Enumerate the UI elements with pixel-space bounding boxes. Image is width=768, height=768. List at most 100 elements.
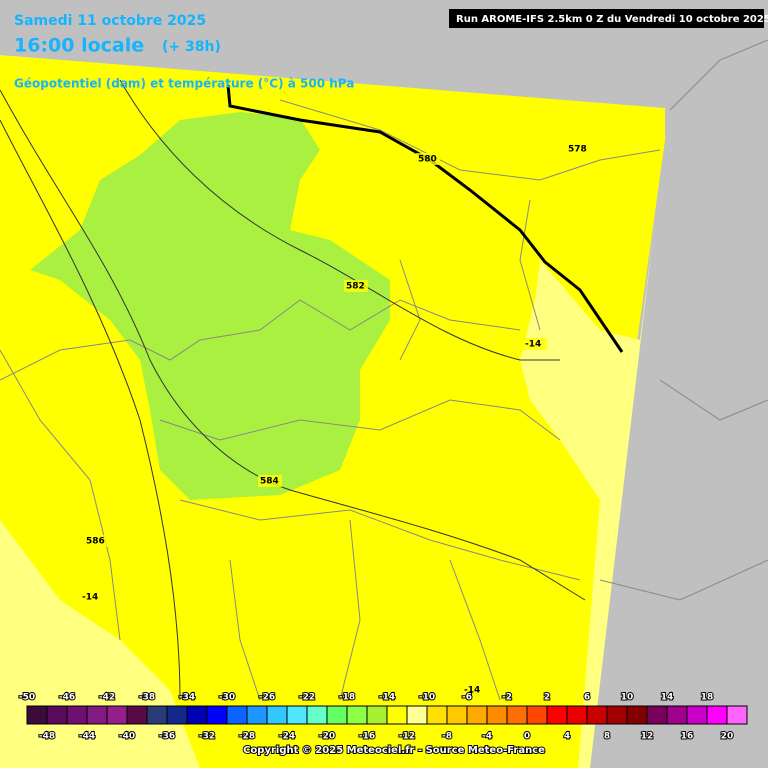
legend-swatch bbox=[26, 705, 48, 725]
label-bg bbox=[462, 684, 486, 696]
legend-label: -2 bbox=[502, 693, 512, 703]
label-bg bbox=[566, 143, 590, 155]
legend-label: 6 bbox=[584, 693, 590, 703]
legend-swatch bbox=[626, 705, 648, 725]
legend-swatch bbox=[386, 705, 408, 725]
legend-label: -8 bbox=[442, 732, 452, 742]
legend-swatch bbox=[106, 705, 128, 725]
legend-label: -34 bbox=[179, 693, 195, 703]
legend-label: 12 bbox=[641, 732, 654, 742]
cold-region bbox=[30, 112, 390, 500]
legend-swatch bbox=[86, 705, 108, 725]
legend-label: -4 bbox=[482, 732, 492, 742]
legend-label: -30 bbox=[219, 693, 235, 703]
contour-label: -14 bbox=[82, 593, 98, 603]
run-box bbox=[449, 9, 764, 28]
legend-label: -50 bbox=[19, 693, 35, 703]
legend-swatch bbox=[506, 705, 528, 725]
label-bg bbox=[523, 338, 547, 350]
legend-swatch bbox=[546, 705, 568, 725]
legend-swatch bbox=[306, 705, 328, 725]
label-bg bbox=[258, 475, 282, 487]
legend-swatch bbox=[66, 705, 88, 725]
legend-label: -28 bbox=[239, 732, 255, 742]
date: Samedi 11 octobre 2025 bbox=[14, 13, 206, 29]
legend-label: -6 bbox=[462, 693, 472, 703]
contours bbox=[0, 79, 586, 701]
legend-label: 10 bbox=[621, 693, 634, 703]
contour-label: 584 bbox=[260, 477, 279, 487]
legend-label: -18 bbox=[339, 693, 355, 703]
legend-label: -32 bbox=[199, 732, 215, 742]
legend-swatch bbox=[566, 705, 588, 725]
legend-swatch bbox=[406, 705, 428, 725]
legend-swatch bbox=[226, 705, 248, 725]
legend-swatch bbox=[606, 705, 628, 725]
legend-swatch bbox=[266, 705, 288, 725]
legend-label: 4 bbox=[564, 732, 570, 742]
contour-label: 578 bbox=[568, 145, 587, 155]
legend-label: -24 bbox=[279, 732, 295, 742]
legend-swatch bbox=[646, 705, 668, 725]
contour-580 bbox=[226, 84, 624, 353]
legend-label: 0 bbox=[524, 732, 530, 742]
legend-swatch bbox=[46, 705, 68, 725]
legend-label: -10 bbox=[419, 693, 435, 703]
legend-label: 20 bbox=[721, 732, 734, 742]
legend-swatch bbox=[366, 705, 388, 725]
contour-label: 586 bbox=[86, 537, 105, 547]
label-bg bbox=[416, 153, 440, 165]
label-bg bbox=[344, 280, 368, 292]
legend-label: -38 bbox=[139, 693, 155, 703]
borders bbox=[0, 39, 768, 701]
legend-label: -48 bbox=[39, 732, 55, 742]
legend-label: -46 bbox=[59, 693, 75, 703]
time: 16:00 locale bbox=[14, 35, 144, 57]
legend-swatch bbox=[166, 705, 188, 725]
legend-swatch bbox=[586, 705, 608, 725]
legend-label: -42 bbox=[99, 693, 115, 703]
legend-label: -16 bbox=[359, 732, 375, 742]
legend-label: 8 bbox=[604, 732, 610, 742]
field-title: Géopotentiel (dam) et température (°C) à… bbox=[14, 77, 354, 91]
legend-swatch bbox=[466, 705, 488, 725]
contour-label: -14 bbox=[464, 686, 480, 696]
legend-swatch bbox=[346, 705, 368, 725]
label-bg bbox=[84, 535, 108, 547]
legend-swatch bbox=[726, 705, 748, 725]
light-region bbox=[520, 140, 665, 768]
copyright: Copyright © 2025 Meteociel.fr - Source M… bbox=[243, 745, 545, 756]
legend-swatch bbox=[286, 705, 308, 725]
legend-swatch bbox=[326, 705, 348, 725]
legend-swatch bbox=[126, 705, 148, 725]
legend-label: -44 bbox=[79, 732, 95, 742]
legend-label: -40 bbox=[119, 732, 135, 742]
legend-swatch bbox=[246, 705, 268, 725]
legend-swatch bbox=[526, 705, 548, 725]
legend-label: 18 bbox=[701, 693, 714, 703]
legend-label: -14 bbox=[379, 693, 395, 703]
legend-swatch bbox=[486, 705, 508, 725]
label-bg bbox=[80, 591, 104, 603]
legend-swatch bbox=[426, 705, 448, 725]
legend-label: 14 bbox=[661, 693, 674, 703]
lead: (+ 38h) bbox=[162, 39, 221, 55]
contour-label: -14 bbox=[525, 340, 541, 350]
contour-label: 582 bbox=[346, 282, 365, 292]
legend-swatch bbox=[146, 705, 168, 725]
legend-swatch bbox=[666, 705, 688, 725]
legend-label: 2 bbox=[544, 693, 550, 703]
legend-label: -26 bbox=[259, 693, 275, 703]
legend-swatch bbox=[186, 705, 208, 725]
legend-label: 16 bbox=[681, 732, 694, 742]
legend-label: -22 bbox=[299, 693, 315, 703]
legend-swatch bbox=[686, 705, 708, 725]
legend-swatch bbox=[206, 705, 228, 725]
legend-label: -36 bbox=[159, 732, 175, 742]
legend-swatch bbox=[706, 705, 728, 725]
run-info: Run AROME-IFS 2.5km 0 Z du Vendredi 10 o… bbox=[456, 14, 768, 25]
legend-label: -20 bbox=[319, 732, 335, 742]
legend-swatch bbox=[446, 705, 468, 725]
legend-label: -12 bbox=[399, 732, 415, 742]
